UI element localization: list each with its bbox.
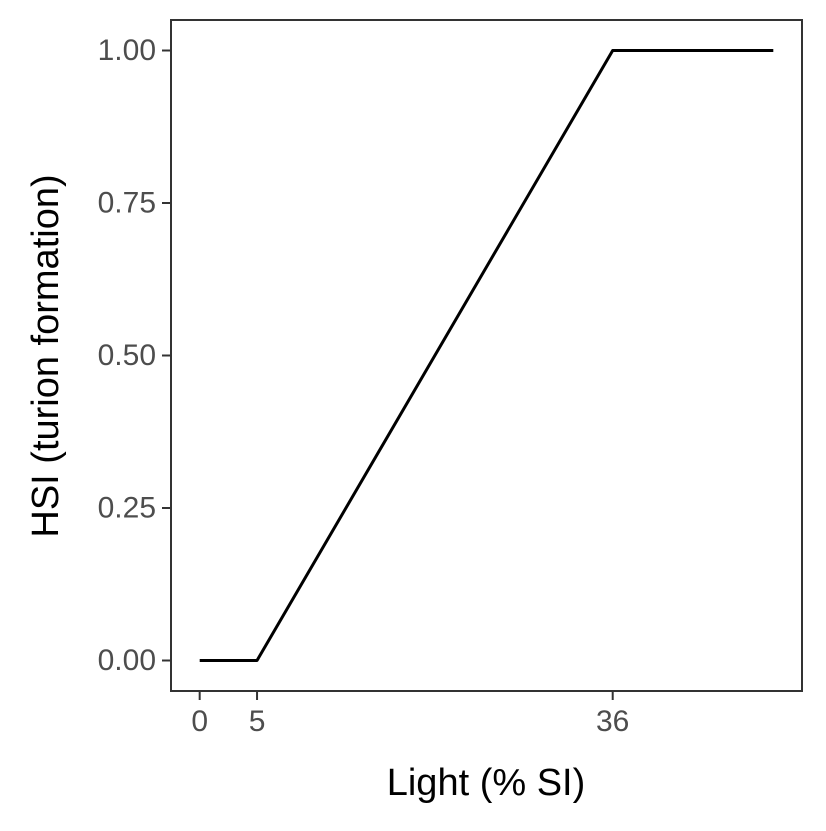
y-axis-title: HSI (turion formation) — [25, 174, 67, 537]
y-tick-label: 0.25 — [98, 492, 156, 525]
y-tick-label: 0.00 — [98, 644, 156, 677]
x-tick-label: 36 — [596, 705, 629, 738]
x-tick-label: 5 — [249, 705, 266, 738]
y-tick-label: 0.75 — [98, 187, 156, 220]
series-line — [199, 49, 774, 662]
ticks-layer: 0.00 0.25 0.50 0.75 1.00 0 5 36 — [98, 34, 630, 738]
y-tick-label: 1.00 — [98, 34, 156, 67]
series-layer — [199, 49, 774, 662]
plot-background — [171, 20, 802, 691]
y-tick-label: 0.50 — [98, 339, 156, 372]
plot-border — [170, 19, 803, 692]
x-axis-title: Light (% SI) — [387, 762, 586, 804]
x-tick-label: 0 — [191, 705, 208, 738]
